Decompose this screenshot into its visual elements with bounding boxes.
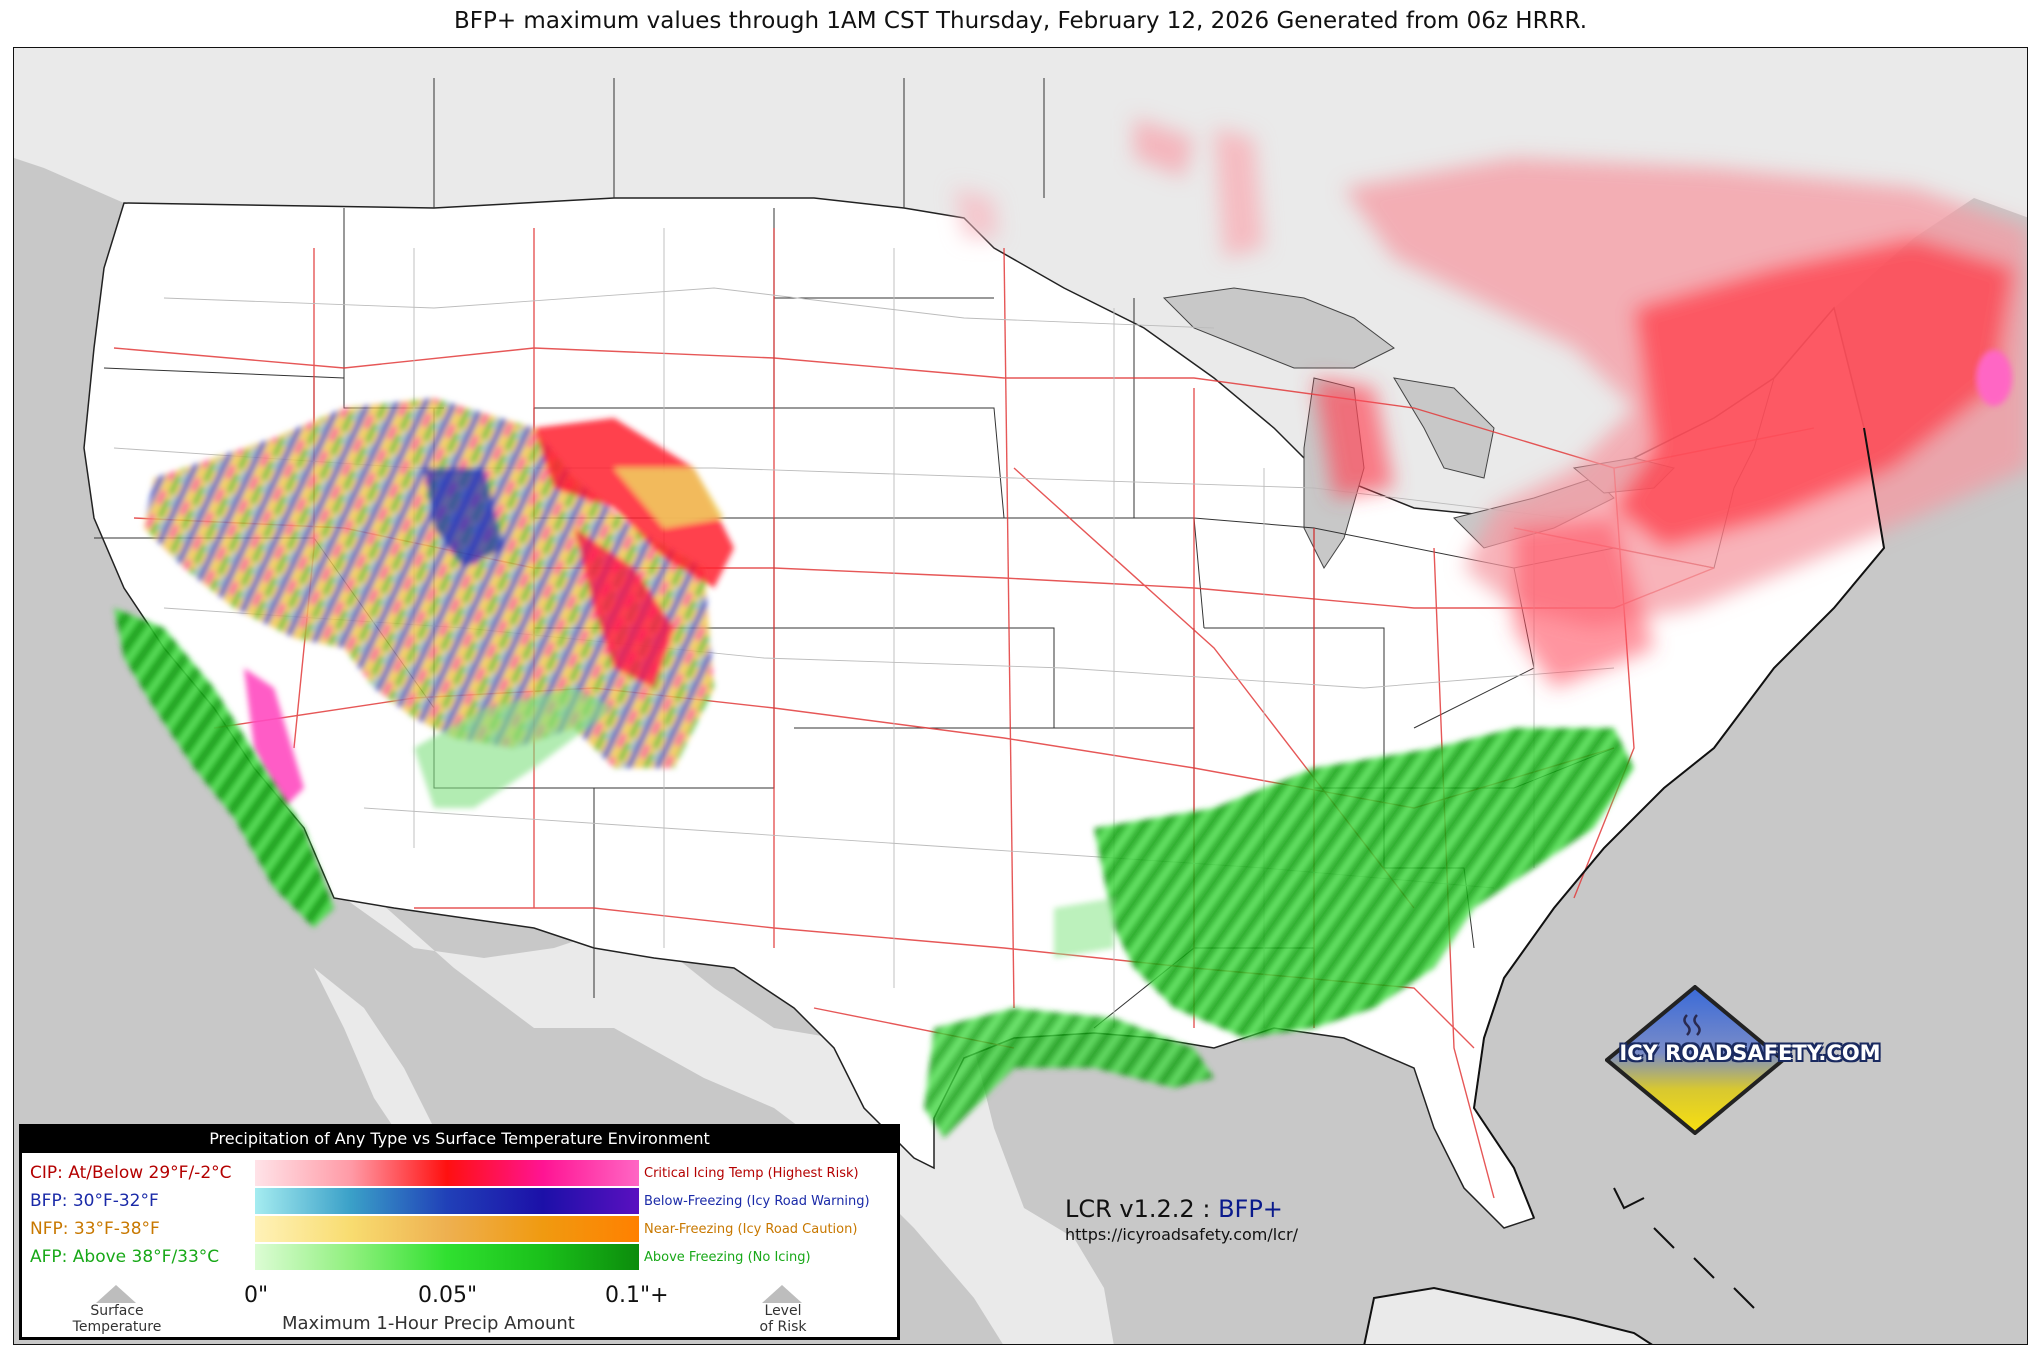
legend-header: Precipitation of Any Type vs Surface Tem… (22, 1127, 897, 1153)
level-of-risk-arrow-icon (762, 1285, 802, 1303)
cip-precip-northeast (954, 118, 2027, 688)
legend-label-afp: AFP: Above 38°F/33°C (30, 1247, 220, 1267)
version-block: LCR v1.2.2 : BFP+ https://icyroadsafety.… (1065, 1195, 1298, 1244)
legend-desc-cip: Critical Icing Temp (Highest Risk) (644, 1166, 859, 1181)
version-product: BFP+ (1218, 1195, 1283, 1223)
logo-text: ICY ROADSAFETY.COM (1619, 1041, 1881, 1065)
map-title: BFP+ maximum values through 1AM CST Thur… (453, 8, 1588, 34)
afp-precip-california (114, 608, 614, 928)
legend-row-afp: AFP: Above 38°F/33°C Above Freezing (No … (22, 1244, 897, 1272)
legend-tick-2: 0.1"+ (605, 1283, 669, 1308)
legend-left-caption: Surface Temperature (52, 1303, 182, 1335)
legend-right-caption: Level of Risk (738, 1303, 828, 1335)
legend-label-nfp: NFP: 33°F-38°F (30, 1219, 160, 1239)
map-canvas (14, 48, 2027, 1344)
heat-waves-icon (1683, 1014, 1701, 1036)
legend-label-bfp: BFP: 30°F-32°F (30, 1191, 159, 1211)
version-url[interactable]: https://icyroadsafety.com/lcr/ (1065, 1225, 1298, 1244)
cuba-land (1363, 1286, 1653, 1344)
legend-desc-nfp: Near-Freezing (Icy Road Caution) (644, 1222, 858, 1237)
legend-row-cip: CIP: At/Below 29°F/-2°C Critical Icing T… (22, 1160, 897, 1188)
logo-diamond-icon (1603, 984, 1787, 1136)
mixed-precip-west (144, 398, 734, 808)
legend-bar-cip (255, 1160, 639, 1186)
legend-axis-title: Maximum 1-Hour Precip Amount (282, 1313, 575, 1334)
cip-hotspot-maine (1976, 350, 2012, 406)
legend-desc-bfp: Below-Freezing (Icy Road Warning) (644, 1194, 870, 1209)
version-prefix: LCR v1.2.2 : (1065, 1195, 1211, 1223)
legend-row-nfp: NFP: 33°F-38°F Near-Freezing (Icy Road C… (22, 1216, 897, 1244)
legend-left-caption-line2: Temperature (72, 1319, 162, 1335)
version-line: LCR v1.2.2 : BFP+ (1065, 1195, 1298, 1223)
legend-bar-nfp (255, 1216, 639, 1242)
legend-label-cip: CIP: At/Below 29°F/-2°C (30, 1163, 232, 1183)
coastlines (1472, 427, 1886, 1309)
legend-right-caption-line2: of Risk (759, 1319, 807, 1335)
legend-right-caption-line1: Level (764, 1303, 802, 1319)
afp-precip-southeast (924, 728, 1634, 1138)
legend-desc-afp: Above Freezing (No Icing) (644, 1250, 811, 1265)
icyroadsafety-logo: ICY ROADSAFETY.COM (1603, 984, 1895, 1136)
surface-temperature-arrow-icon (96, 1285, 136, 1303)
legend-bar-bfp (255, 1188, 639, 1214)
legend-left-caption-line1: Surface (90, 1303, 144, 1319)
legend-panel: Precipitation of Any Type vs Surface Tem… (19, 1124, 900, 1340)
legend-row-bfp: BFP: 30°F-32°F Below-Freezing (Icy Road … (22, 1188, 897, 1216)
legend-tick-1: 0.05" (418, 1283, 478, 1308)
legend-bar-afp (255, 1244, 639, 1270)
legend-tick-0: 0" (244, 1283, 269, 1308)
